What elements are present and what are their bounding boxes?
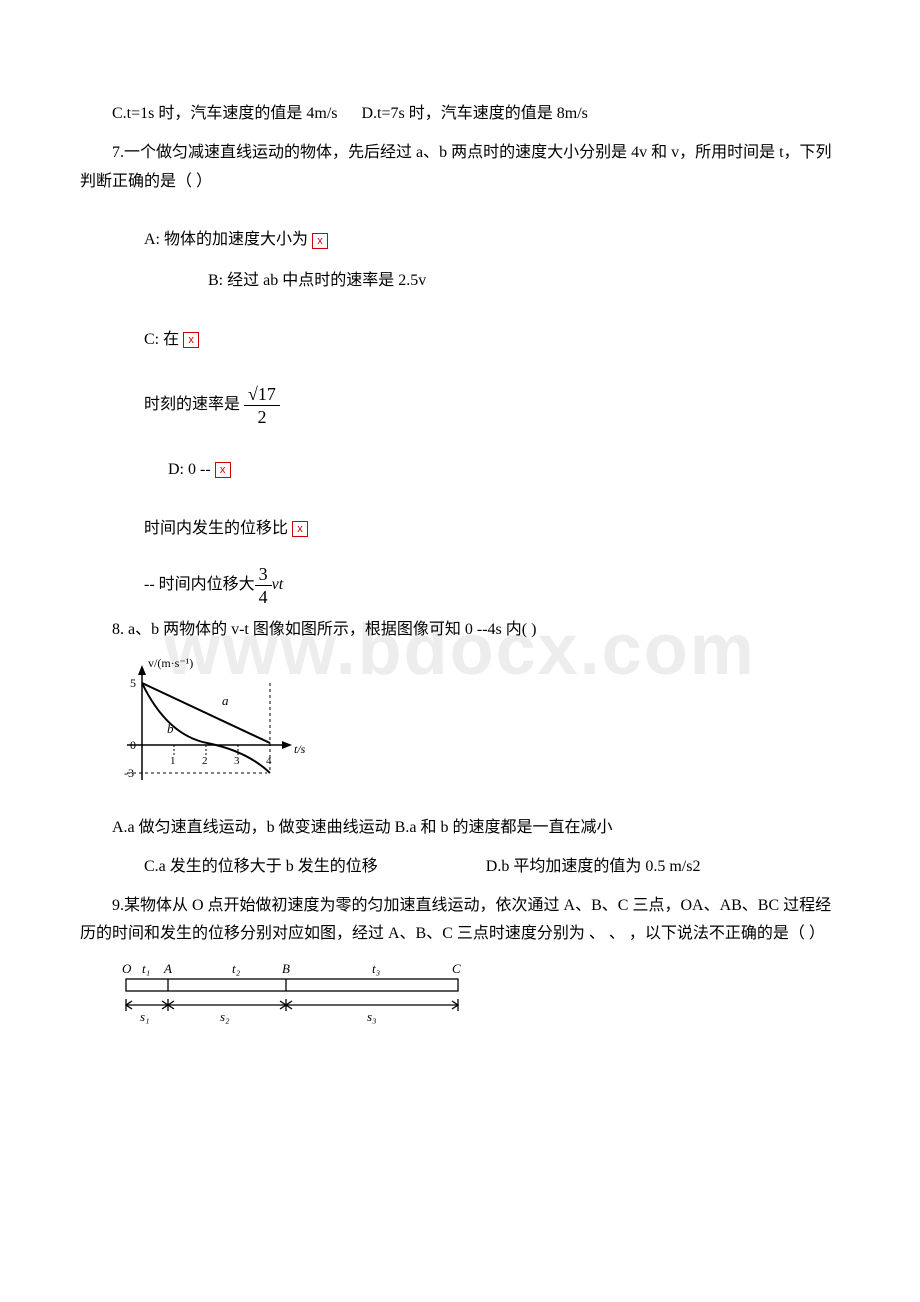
q7-line3: 时间内发生的位移比 x	[144, 515, 840, 544]
svg-text:A: A	[163, 961, 172, 976]
chart-ylabel: v/(m·s⁻¹)	[148, 656, 193, 670]
svg-text:s₂: s₂	[220, 1009, 230, 1024]
svg-text:t/s: t/s	[294, 742, 306, 756]
q7-opt-c-line2: 时刻的速率是 √17 2	[144, 385, 840, 426]
svg-text:s₁: s₁	[140, 1009, 150, 1024]
q8-stem: 8. a、b 两物体的 v-t 图像如图所示，根据图像可知 0 --4s 内( …	[80, 616, 840, 645]
q7-opt-d-line1: D: 0 -- x	[144, 456, 840, 485]
frac-3-4: 3 4	[255, 565, 272, 606]
frac-tail: vt	[272, 577, 284, 594]
q9-diagram: O t₁ A t₂ B t₃ C	[112, 959, 840, 1040]
svg-text:C: C	[452, 961, 461, 976]
sqrt-den: 2	[244, 406, 280, 426]
q6-opt-c: C.t=1s 时，汽车速度的值是 4m/s	[112, 105, 338, 122]
svg-text:2: 2	[202, 755, 208, 767]
document-content: C.t=1s 时，汽车速度的值是 4m/s D.t=7s 时，汽车速度的值是 8…	[80, 100, 840, 1040]
q8-chart: v/(m·s⁻¹) 5 0 -3 1 2 3 4 t/s a	[112, 655, 840, 806]
svg-text:t₁: t₁	[142, 961, 150, 976]
q7-line3-text: 时间内发生的位移比	[144, 520, 292, 537]
frac-num: 3	[255, 565, 272, 586]
svg-text:4: 4	[266, 755, 272, 767]
q8-opt-b: B.a 和 b 的速度都是一直在减小	[395, 819, 613, 836]
svg-text:s₃: s₃	[367, 1009, 377, 1024]
q7-opt-c-line2-text: 时刻的速率是	[144, 396, 244, 413]
q9-stem: 9.某物体从 O 点开始做初速度为零的匀加速直线运动，依次通过 A、B、C 三点…	[80, 892, 840, 950]
q6-options-cd: C.t=1s 时，汽车速度的值是 4m/s D.t=7s 时，汽车速度的值是 8…	[80, 100, 840, 129]
broken-image-icon: x	[312, 233, 328, 249]
q8-opt-d: D.b 平均加速度的值为 0.5 m/s2	[454, 853, 701, 882]
svg-text:O: O	[122, 961, 132, 976]
q8-opt-a: A.a 做匀速直线运动，b 做变速曲线运动	[112, 819, 391, 836]
broken-image-icon: x	[183, 332, 199, 348]
svg-text:1: 1	[170, 755, 176, 767]
q7-line4: -- 时间内位移大 3 4 vt	[144, 565, 840, 606]
q7-opt-c-prefix: C: 在	[144, 331, 183, 348]
q7-opt-a-text: A: 物体的加速度大小为	[144, 231, 312, 248]
broken-image-icon: x	[292, 521, 308, 537]
q8-opts-ab: A.a 做匀速直线运动，b 做变速曲线运动 B.a 和 b 的速度都是一直在减小	[80, 814, 840, 843]
svg-text:a: a	[222, 693, 229, 708]
q8-opt-c: C.a 发生的位移大于 b 发生的位移	[112, 853, 378, 882]
q8-opts-cd: C.a 发生的位移大于 b 发生的位移 D.b 平均加速度的值为 0.5 m/s…	[80, 853, 840, 882]
sqrt-num: √17	[248, 385, 276, 403]
q7-line4-text: -- 时间内位移大	[144, 577, 255, 594]
sqrt17-over-2: √17 2	[244, 385, 280, 426]
svg-text:t₃: t₃	[372, 961, 380, 976]
q6-opt-d: D.t=7s 时，汽车速度的值是 8m/s	[362, 105, 588, 122]
svg-text:b: b	[167, 721, 174, 736]
svg-text:0: 0	[130, 738, 136, 752]
svg-text:t₂: t₂	[232, 961, 241, 976]
svg-text:5: 5	[130, 676, 136, 690]
q7-opt-b: B: 经过 ab 中点时的速率是 2.5v	[208, 267, 840, 296]
svg-text:3: 3	[234, 755, 240, 767]
q7-opt-c-line1: C: 在 x	[144, 326, 840, 355]
q7-opt-a: A: 物体的加速度大小为 x	[144, 226, 840, 255]
svg-text:B: B	[282, 961, 290, 976]
q7-opt-d-prefix: D: 0 --	[168, 461, 215, 478]
q7-stem: 7.一个做匀减速直线运动的物体，先后经过 a、b 两点时的速度大小分别是 4v …	[80, 139, 840, 197]
broken-image-icon: x	[215, 462, 231, 478]
frac-den: 4	[255, 586, 272, 606]
